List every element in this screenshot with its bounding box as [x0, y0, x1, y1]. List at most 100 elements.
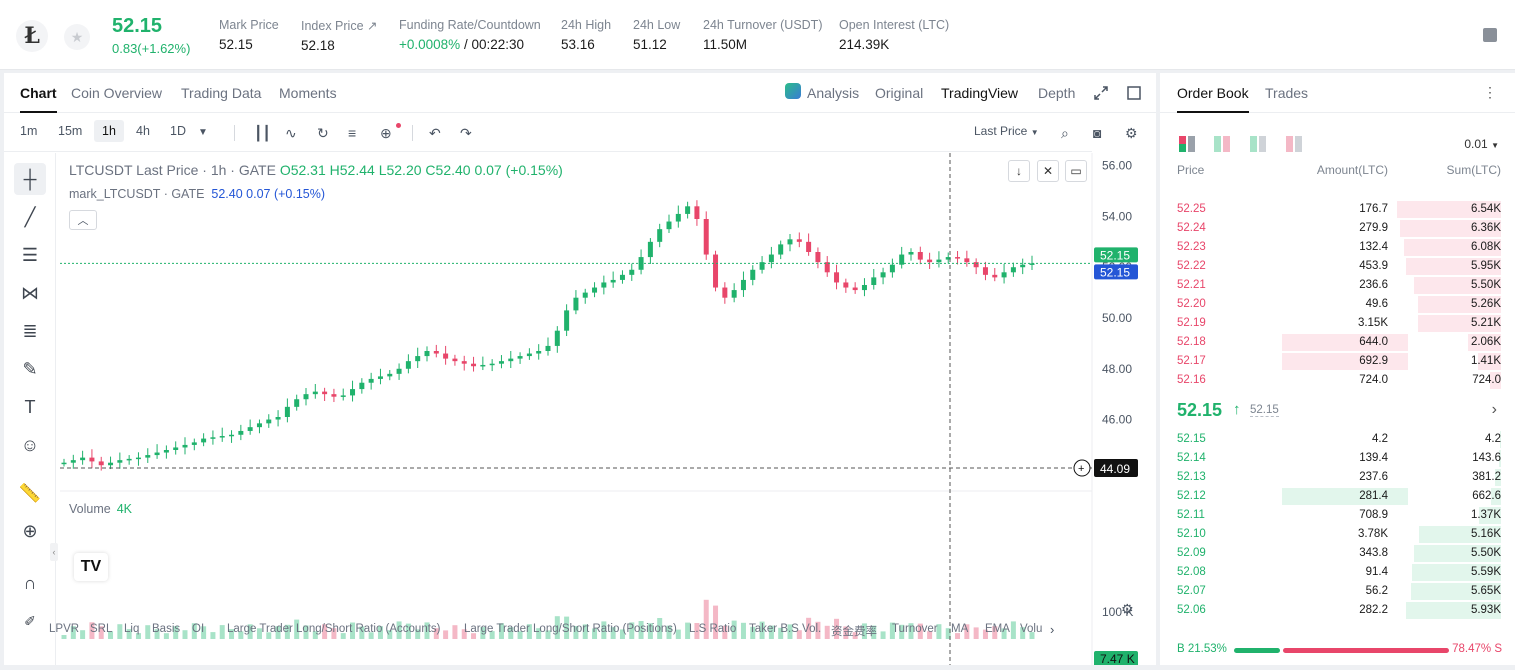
collapse-pane-button[interactable]: ✕ — [1037, 160, 1059, 182]
bid-row[interactable]: 52.07 56.2 5.65K — [1160, 582, 1515, 601]
more-icon[interactable]: ⋮ — [1483, 84, 1497, 100]
tab-moments[interactable]: Moments — [279, 85, 337, 101]
pencil-icon[interactable]: ✐ — [24, 612, 36, 629]
timeframe-15m[interactable]: 15m — [58, 124, 83, 138]
timeframe-1h[interactable]: 1h — [94, 120, 124, 142]
redo-icon[interactable]: ↷ — [460, 125, 472, 141]
indicator-8[interactable]: Taker B.S Vol. — [749, 623, 822, 635]
emoji-icon[interactable]: ☺ — [20, 434, 40, 455]
timeframe-1d[interactable]: 1D — [170, 124, 186, 138]
bid-row[interactable]: 52.11 708.9 1.37K — [1160, 506, 1515, 525]
book-icon[interactable] — [1483, 28, 1497, 42]
chevron-right-icon[interactable]: › — [1491, 401, 1497, 418]
view-tradingview[interactable]: TradingView — [941, 85, 1019, 101]
window-icon[interactable] — [1127, 86, 1141, 100]
arrow-down-button[interactable]: ↓ — [1008, 160, 1030, 182]
view-both-icon[interactable] — [1179, 136, 1197, 152]
bid-row[interactable]: 52.13 237.6 381.2 — [1160, 468, 1515, 487]
maximize-pane-button[interactable]: ▭ — [1065, 160, 1087, 182]
trend-line-icon[interactable]: ╱ — [24, 206, 36, 227]
brush-icon[interactable]: ✎ — [22, 358, 38, 379]
timeframe-1m[interactable]: 1m — [20, 124, 38, 138]
analysis-icon[interactable] — [785, 83, 801, 99]
view-depth[interactable]: Depth — [1038, 85, 1076, 101]
view-analysis[interactable]: Analysis — [807, 85, 860, 101]
gear-icon[interactable]: ⚙ — [1125, 125, 1138, 141]
ask-row[interactable]: 52.25 176.7 6.54K — [1160, 200, 1515, 219]
ask-row[interactable]: 52.20 49.6 5.26K — [1160, 295, 1515, 314]
indicator-5[interactable]: Large Trader Long/Short Ratio (Accounts) — [227, 623, 441, 635]
tab-order-book[interactable]: Order Book — [1177, 85, 1249, 113]
indicator-9[interactable]: 资金费率 — [831, 626, 877, 638]
indicator-12[interactable]: EMA — [985, 623, 1010, 635]
indicator-0[interactable]: LPVR — [49, 623, 80, 635]
volume-bar — [564, 616, 570, 639]
bid-row[interactable]: 52.10 3.78K 5.16K — [1160, 525, 1515, 544]
tab-coin-overview[interactable]: Coin Overview — [71, 85, 163, 101]
view-asks-icon[interactable] — [1250, 136, 1268, 152]
camera-icon[interactable]: ◙ — [1093, 125, 1102, 141]
view-original[interactable]: Original — [875, 85, 924, 101]
indicator-13[interactable]: Volu — [1020, 623, 1043, 635]
indicator-7[interactable]: L.S Ratio — [689, 623, 737, 635]
ask-row[interactable]: 52.19 3.15K 5.21K — [1160, 314, 1515, 333]
magnet-icon[interactable]: ∩ — [23, 572, 37, 593]
expand-icon[interactable] — [1094, 86, 1108, 100]
ask-row[interactable]: 52.23 132.4 6.08K — [1160, 238, 1515, 257]
indicator-1[interactable]: SRL — [90, 623, 113, 635]
bid-row[interactable]: 52.12 281.4 662.6 — [1160, 487, 1515, 506]
ask-row[interactable]: 52.21 236.6 5.50K — [1160, 276, 1515, 295]
indicator-4[interactable]: OI — [192, 623, 205, 635]
view-split-icon[interactable] — [1286, 136, 1304, 152]
templates-icon[interactable]: ≡ — [348, 125, 357, 141]
indicator-2[interactable]: Liq — [124, 623, 140, 635]
ask-row[interactable]: 52.16 724.0 724.0 — [1160, 371, 1515, 390]
price-change: 0.83(+1.62%) — [112, 41, 191, 56]
bid-row[interactable]: 52.08 91.4 5.59K — [1160, 563, 1515, 582]
crosshair-icon[interactable]: ┼ — [14, 163, 46, 195]
bid-row[interactable]: 52.09 343.8 5.50K — [1160, 544, 1515, 563]
ask-row[interactable]: 52.22 453.9 5.95K — [1160, 257, 1515, 276]
tab-trading-data[interactable]: Trading Data — [181, 85, 262, 101]
channel-icon[interactable]: ☰ — [21, 244, 39, 265]
tab-chart[interactable]: Chart — [20, 85, 57, 113]
pattern-icon[interactable]: ⋈ — [21, 282, 39, 303]
zoom-icon[interactable]: ⊕ — [22, 520, 38, 541]
indicator-10[interactable]: Turnover — [892, 623, 938, 635]
tab-trades[interactable]: Trades — [1265, 85, 1309, 101]
candle-body — [471, 363, 477, 367]
mark-legend: mark_LTCUSDT · GATE 52.40 0.07 (+0.15%) — [69, 187, 325, 201]
indicators-icon[interactable]: ∿ — [285, 125, 297, 141]
ask-row[interactable]: 52.18 644.0 2.06K — [1160, 333, 1515, 352]
view-bids-icon[interactable] — [1214, 136, 1232, 152]
indicator-3[interactable]: Basis — [152, 623, 181, 635]
bid-row[interactable]: 52.14 139.4 143.6 — [1160, 449, 1515, 468]
timeframe-dropdown-icon[interactable]: ▼ — [198, 127, 208, 138]
stat-label: Funding Rate/Countdown — [399, 18, 541, 32]
chart-settings-icon[interactable]: ⚙ — [1121, 601, 1134, 617]
ask-row[interactable]: 52.17 692.9 1.41K — [1160, 352, 1515, 371]
bid-sum: 1.37K — [1470, 509, 1501, 521]
text-icon[interactable]: T — [24, 396, 36, 417]
search-icon[interactable]: ⌕ — [1061, 125, 1069, 141]
fib-icon[interactable]: ≣ — [22, 320, 38, 341]
replay-icon[interactable]: ↻ — [317, 125, 329, 141]
ask-amount: 692.9 — [1359, 355, 1388, 367]
price-chart[interactable]: 56.0054.0052.0050.0048.0046.0052.1552.15… — [60, 153, 1156, 665]
indicator-6[interactable]: Large Trader Long/Short Ratio (Positions… — [464, 623, 677, 635]
favorite-star-icon[interactable]: ★ — [64, 24, 90, 50]
indicator-11[interactable]: MA — [951, 623, 969, 635]
timeframe-4h[interactable]: 4h — [136, 124, 150, 138]
ruler-icon[interactable]: 📏 — [18, 482, 42, 503]
undo-icon[interactable]: ↶ — [429, 125, 441, 141]
add-indicator-icon[interactable]: ⊕ — [380, 125, 392, 141]
collapse-legend-button[interactable]: ︿ — [69, 210, 97, 230]
bid-row[interactable]: 52.15 4.2 4.2 — [1160, 430, 1515, 449]
chevron-right-icon[interactable]: › — [1050, 622, 1055, 637]
ask-row[interactable]: 52.24 279.9 6.36K — [1160, 219, 1515, 238]
price-source-select[interactable]: Last Price ▼ — [974, 124, 1039, 138]
panel-toggle-icon[interactable]: ‹ — [50, 543, 58, 561]
precision-select[interactable]: 0.01 ▼ — [1464, 137, 1499, 151]
candle-type-icon[interactable]: ┃┃ — [254, 125, 271, 141]
bid-row[interactable]: 52.06 282.2 5.93K — [1160, 601, 1515, 620]
